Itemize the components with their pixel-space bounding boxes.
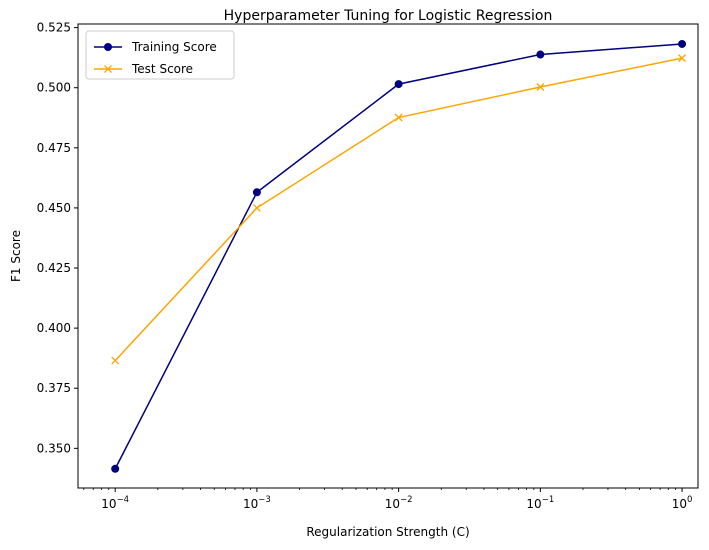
series-1-point (252, 203, 261, 212)
series-1-point (536, 83, 545, 91)
x-tick-label: 10−2 (385, 495, 413, 511)
series-1-point (394, 113, 403, 122)
series-0-point (394, 80, 403, 89)
legend-marker (104, 43, 112, 51)
y-tick-label: 0.450 (37, 201, 71, 215)
y-tick-label: 0.475 (37, 141, 71, 155)
series-0-point (536, 50, 545, 59)
chart-title: Hyperparameter Tuning for Logistic Regre… (224, 8, 553, 24)
y-tick-label: 0.400 (37, 321, 71, 335)
x-tick-label: 10−4 (101, 495, 129, 511)
y-axis-ticks: 0.350 0.375 0.400 0.425 0.450 0.475 0.500 0.525 (37, 21, 78, 455)
y-tick-label: 0.525 (37, 21, 71, 35)
series-0-point (252, 188, 261, 197)
plot-area (77, 23, 699, 489)
x-axis-ticks: 10−4 10−3 10−2 10−1 100 (83, 488, 693, 511)
legend-marker (104, 65, 112, 73)
y-tick-label: 0.425 (37, 261, 71, 275)
y-tick-label: 0.350 (37, 441, 71, 455)
legend-label: Training Score (131, 40, 217, 54)
series-0-point (111, 464, 120, 473)
x-tick-label: 10−3 (243, 495, 271, 511)
series-1-point (678, 54, 687, 63)
legend: Training Score Test Score (85, 30, 235, 80)
series-0-point (678, 39, 687, 48)
x-tick-label: 100 (672, 495, 693, 511)
legend-frame (85, 30, 235, 80)
x-axis-label: Regularization Strength (C) (306, 525, 469, 539)
y-axis-label: F1 Score (9, 230, 23, 282)
series-1-point (111, 356, 120, 365)
x-tick-label: 10−1 (526, 495, 554, 511)
y-tick-label: 0.375 (37, 381, 71, 395)
series-layer (111, 39, 687, 473)
legend-label: Test Score (131, 62, 193, 76)
y-tick-label: 0.500 (37, 81, 71, 95)
